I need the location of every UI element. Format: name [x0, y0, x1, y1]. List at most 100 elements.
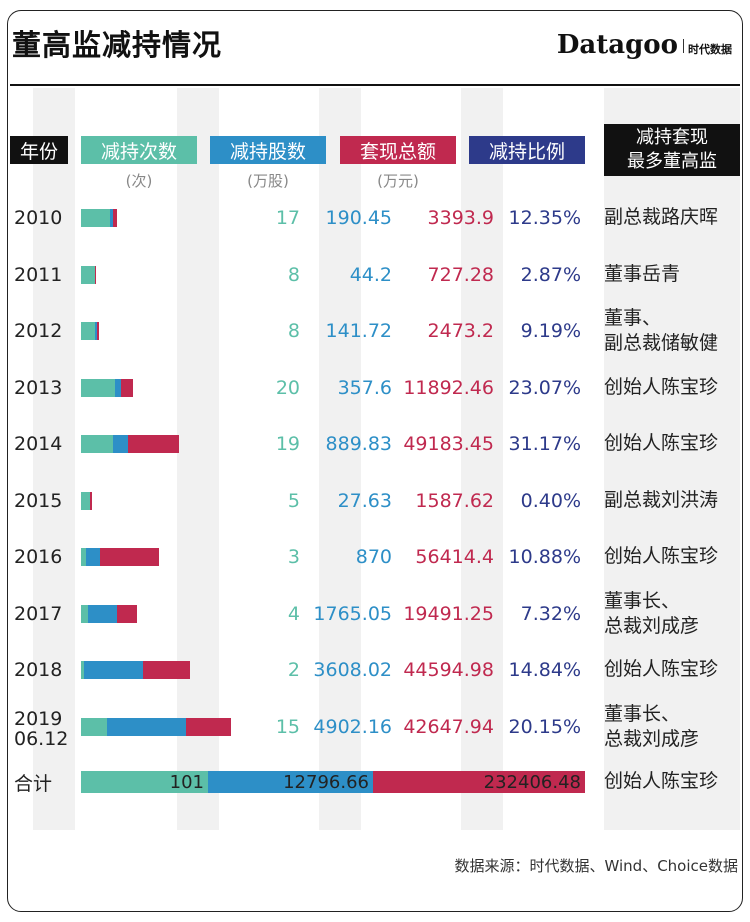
bar-amount-segment	[186, 718, 231, 736]
row-amount-value: 2473.2	[427, 320, 494, 342]
row-bar	[81, 605, 137, 623]
row-ratio-value: 0.40%	[520, 490, 581, 512]
header-shares: 减持股数	[210, 136, 326, 164]
row-person: 创始人陈宝珍	[604, 545, 719, 567]
row-bar	[81, 548, 159, 566]
row-year: 2013	[14, 377, 63, 399]
bar-amount-segment	[95, 266, 97, 284]
bar-amount-segment	[120, 379, 134, 397]
row-shares-value: 3608.02	[313, 659, 392, 681]
row-year-date: 06.12	[14, 728, 69, 750]
row-person: 创始人陈宝珍	[604, 376, 719, 398]
row-ratio-value: 14.84%	[508, 659, 581, 681]
row-amount-value: 19491.25	[403, 603, 494, 625]
bar-count-segment	[81, 209, 110, 227]
bar-shares-segment	[87, 605, 117, 623]
bar-amount-segment	[89, 492, 92, 510]
row-ratio-value: 10.88%	[508, 546, 581, 568]
stripe-col-1	[33, 88, 75, 830]
row-year: 2015	[14, 490, 63, 512]
row-amount-value: 44594.98	[403, 659, 494, 681]
row-year: 2011	[14, 264, 63, 286]
row-shares-value: 357.6	[337, 377, 392, 399]
row-year: 2017	[14, 603, 63, 625]
total-amount-segment: 232406.48	[373, 771, 585, 793]
header-person-line1: 减持套现	[636, 127, 708, 148]
row-person-line2: 总裁刘成彦	[604, 728, 700, 750]
header-ratio: 减持比例	[469, 136, 585, 164]
bar-amount-segment	[116, 605, 137, 623]
bar-count-segment	[81, 379, 115, 397]
unit-shares: (万股)	[247, 172, 289, 190]
row-bar	[81, 718, 231, 736]
row-count-value: 19	[275, 433, 300, 455]
row-amount-value: 42647.94	[403, 716, 494, 738]
header-amount: 套现总额	[340, 136, 456, 164]
row-shares-value: 190.45	[325, 207, 392, 229]
row-person: 创始人陈宝珍	[604, 658, 719, 680]
row-person: 董事长、	[604, 590, 681, 612]
row-count-value: 3	[287, 546, 300, 568]
row-ratio-value: 23.07%	[508, 377, 581, 399]
row-ratio-value: 20.15%	[508, 716, 581, 738]
unit-amount: (万元)	[377, 172, 419, 190]
row-person: 董事长、	[604, 703, 681, 725]
bar-count-segment	[81, 661, 85, 679]
total-shares-value: 12796.66	[283, 771, 369, 793]
bar-shares-segment	[86, 548, 101, 566]
total-label: 合计	[14, 773, 53, 795]
header-person-line2: 最多董高监	[627, 151, 717, 172]
brand-logo: Datagoo 时代数据	[557, 30, 732, 60]
total-bar: 101 12796.66 232406.48	[81, 771, 585, 793]
unit-count: (次)	[125, 172, 153, 190]
row-shares-value: 44.2	[349, 264, 392, 286]
row-amount-value: 1587.62	[415, 490, 494, 512]
stripe-col-3	[319, 88, 361, 830]
brand-subtitle: 时代数据	[688, 43, 732, 56]
stripe-col-2	[177, 88, 219, 830]
bar-shares-segment	[94, 266, 96, 284]
row-person: 董事、	[604, 307, 662, 329]
row-ratio-value: 9.19%	[520, 320, 581, 342]
bar-count-segment	[81, 718, 107, 736]
row-year: 2012	[14, 320, 63, 342]
bar-count-segment	[81, 266, 95, 284]
bar-count-segment	[81, 322, 95, 340]
bar-count-segment	[81, 548, 87, 566]
bar-shares-segment	[113, 435, 128, 453]
row-person: 董事岳青	[604, 263, 681, 285]
row-year: 2018	[14, 659, 63, 681]
row-bar	[81, 492, 92, 510]
title-divider	[10, 84, 740, 86]
row-amount-value: 56414.4	[415, 546, 494, 568]
row-ratio-value: 31.17%	[508, 433, 581, 455]
row-shares-value: 1765.05	[313, 603, 392, 625]
row-amount-value: 11892.46	[403, 377, 494, 399]
total-person: 创始人陈宝珍	[604, 770, 719, 792]
bar-amount-segment	[100, 548, 159, 566]
row-year: 2019	[14, 708, 63, 730]
bar-shares-segment	[94, 322, 97, 340]
row-year: 2010	[14, 207, 63, 229]
row-ratio-value: 2.87%	[520, 264, 581, 286]
row-bar	[81, 209, 117, 227]
bar-count-segment	[81, 605, 88, 623]
stripe-col-5	[604, 88, 740, 830]
source-note: 数据来源：时代数据、Wind、Choice数据	[454, 857, 739, 875]
row-amount-value: 3393.9	[427, 207, 494, 229]
row-count-value: 8	[287, 264, 300, 286]
header-count: 减持次数	[81, 136, 197, 164]
row-amount-value: 727.28	[427, 264, 494, 286]
row-person-line2: 副总裁储敏健	[604, 332, 719, 354]
page-title: 董高监减持情况	[12, 28, 223, 62]
bar-count-segment	[81, 435, 114, 453]
row-count-value: 17	[275, 207, 300, 229]
row-count-value: 15	[275, 716, 300, 738]
row-count-value: 20	[275, 377, 300, 399]
row-bar	[81, 266, 97, 284]
row-amount-value: 49183.45	[403, 433, 494, 455]
bar-shares-segment	[115, 379, 121, 397]
row-person: 副总裁刘洪涛	[604, 489, 719, 511]
row-shares-value: 141.72	[325, 320, 392, 342]
bar-shares-segment	[106, 718, 187, 736]
